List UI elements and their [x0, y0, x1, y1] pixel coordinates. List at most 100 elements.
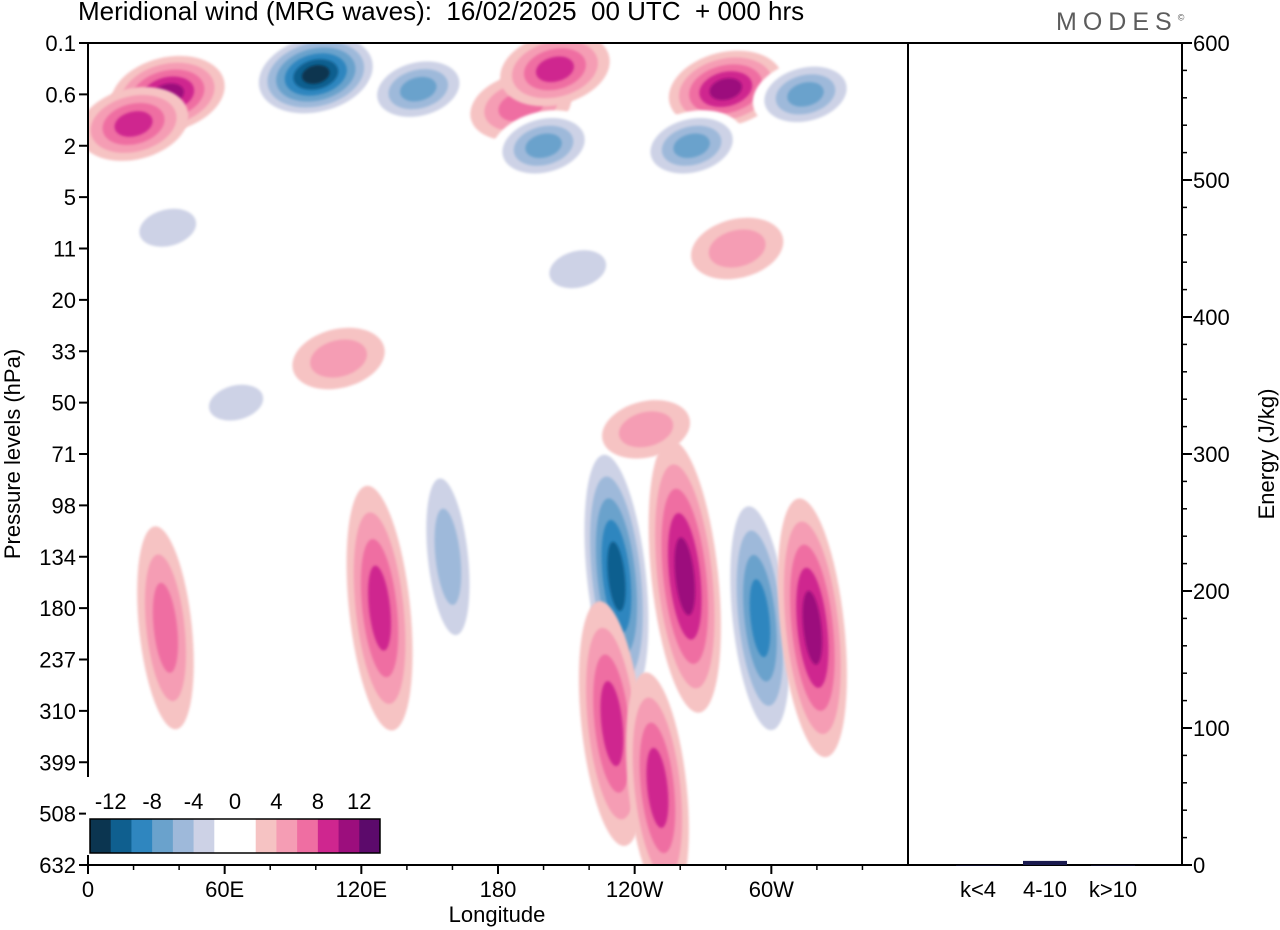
wave-contour [787, 82, 824, 107]
wave-anomaly-20 [691, 217, 784, 280]
wave-anomaly-7 [752, 58, 859, 130]
wave-anomaly-16 [137, 526, 194, 730]
y-tick-label: 632 [39, 853, 76, 878]
y-tick-label: 134 [39, 545, 76, 570]
energy-category-label: k>10 [1089, 877, 1137, 902]
wave-contour [618, 411, 674, 448]
wave-contour [208, 384, 264, 421]
y-tick-label: 399 [39, 750, 76, 775]
y-tick-label: 98 [52, 493, 76, 518]
brand-text: MODES [1056, 8, 1178, 36]
colorbar-swatch [359, 819, 381, 853]
y-tick-label: 50 [52, 391, 76, 416]
energy-tick-label: 600 [1193, 31, 1230, 56]
colorbar-swatch [131, 819, 153, 853]
wave-anomaly-2 [88, 86, 189, 161]
y-tick-label: 0.6 [45, 82, 76, 107]
brand-logo: MODES© [1056, 8, 1184, 37]
colorbar-swatch [255, 819, 277, 853]
wave-contour [114, 111, 153, 137]
wave-anomaly-14 [777, 498, 847, 758]
colorbar-swatch [297, 819, 319, 853]
colorbar-label: -8 [142, 789, 162, 814]
wave-contour [674, 537, 696, 616]
energy-tick-label: 100 [1193, 716, 1230, 741]
energy-tick-label: 0 [1193, 853, 1205, 878]
wave-anomaly-21 [292, 327, 385, 390]
brand-mark: © [1177, 12, 1185, 23]
wave-anomaly-0 [250, 43, 382, 120]
wave-contour [525, 133, 562, 159]
colorbar-swatch [317, 819, 340, 853]
y-tick-label: 2 [64, 134, 76, 159]
wave-contour [802, 590, 823, 665]
wave-anomaly-11 [578, 433, 655, 720]
wave-contour [673, 133, 710, 159]
energy-bars: k<4 4-10 k>10 [956, 860, 1137, 902]
wave-contour [368, 565, 392, 651]
energy-panel-frame [907, 42, 1183, 866]
wave-contour [709, 78, 743, 101]
energy-tick-label: 500 [1193, 168, 1230, 193]
energy-tick-label: 400 [1193, 305, 1230, 330]
y-tick-label: 310 [39, 699, 76, 724]
hovmoller-heatmap [88, 43, 859, 865]
colorbar-swatch [276, 819, 298, 853]
wave-contour [400, 76, 437, 102]
wave-anomaly-8 [490, 110, 597, 182]
wave-anomaly-24 [192, 373, 281, 432]
x-tick-label: 0 [82, 877, 94, 902]
y-tick-label: 508 [39, 802, 76, 827]
wave-anomaly-9 [638, 110, 745, 182]
energy-bar [1023, 860, 1067, 865]
wave-contour [708, 229, 766, 268]
wave-contour [310, 339, 367, 378]
x-tick-label: 120E [336, 877, 387, 902]
wave-anomaly-3 [365, 53, 471, 125]
wave-contour [749, 579, 771, 658]
chart-title: Meridional wind (MRG waves): 16/02/2025 … [78, 0, 805, 26]
y-tick-label: 71 [52, 442, 76, 467]
y-tick-label: 11 [53, 237, 76, 262]
energy-tick-label: 200 [1193, 579, 1230, 604]
colorbar-swatch [235, 819, 257, 853]
wave-contour [607, 541, 626, 612]
wave-anomaly-12 [648, 440, 721, 713]
energy-tick-label: 300 [1193, 442, 1230, 467]
x-tick-label: 60E [205, 877, 244, 902]
colorbar-label: -12 [95, 789, 127, 814]
wave-contour [152, 582, 179, 673]
colorbar-swatch [110, 819, 132, 853]
y-tick-label: 180 [39, 596, 76, 621]
y-tick-label: 33 [52, 339, 76, 364]
energy-bar [1091, 865, 1135, 866]
wave-anomaly-19 [602, 400, 691, 459]
y-tick-label: 5 [64, 185, 76, 210]
colorbar-frame [89, 818, 381, 854]
y-tick-label: 0.1 [45, 31, 76, 56]
colorbar-label: 8 [312, 789, 324, 814]
colorbar: -12 -8 -4 0 4 8 12 [86, 777, 384, 855]
energy-category-label: k<4 [960, 877, 996, 902]
x-tick-label: 60W [749, 877, 794, 902]
wave-anomaly-13 [723, 481, 797, 755]
wave-anomaly-18 [625, 672, 689, 865]
colorbar-swatch [172, 819, 195, 853]
wave-contour [549, 250, 607, 289]
x-axis-label: Longitude [449, 902, 546, 927]
wave-contour [646, 747, 669, 828]
wave-anomaly-22 [531, 238, 624, 301]
energy-axis-label: Energy (J/kg) [1254, 389, 1279, 520]
y-tick-label: 20 [52, 288, 76, 313]
y-axis-label: Pressure levels (hPa) [0, 349, 25, 559]
colorbar-swatch [214, 819, 236, 853]
colorbar-label: 4 [270, 789, 282, 814]
wave-contour [434, 508, 462, 605]
wave-anomaly-5 [500, 43, 610, 107]
colorbar-swatch [152, 819, 174, 853]
wave-contour [535, 56, 575, 83]
colorbar-swatch [193, 819, 215, 853]
colorbar-label: 0 [229, 789, 241, 814]
wave-anomaly-23 [121, 196, 214, 259]
